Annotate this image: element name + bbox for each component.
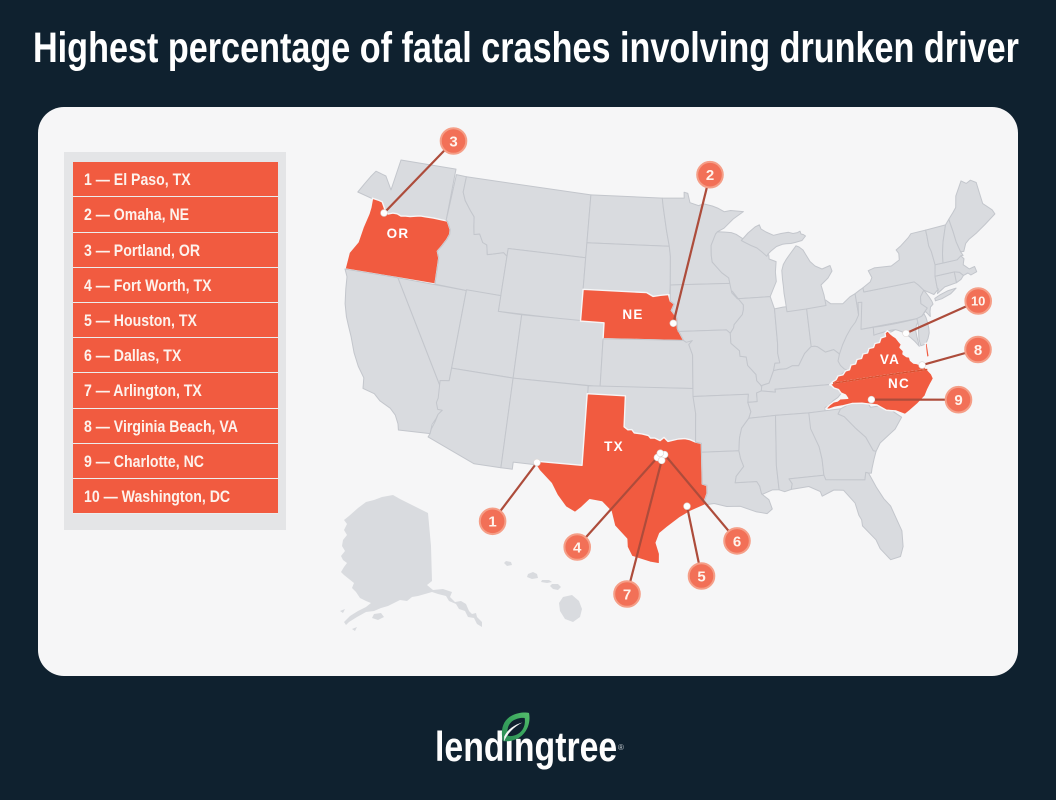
svg-text:7: 7 [623,586,631,603]
svg-text:VA: VA [880,352,900,367]
svg-text:3: 3 [449,133,457,150]
svg-text:OR: OR [387,226,410,241]
svg-text:2: 2 [706,167,714,184]
svg-text:NC: NC [888,376,910,391]
svg-text:4: 4 [573,539,582,556]
svg-text:10: 10 [971,294,985,309]
svg-text:6: 6 [733,533,741,550]
svg-text:8: 8 [974,342,982,359]
svg-text:9: 9 [954,392,962,409]
svg-text:TX: TX [604,439,624,454]
svg-text:5: 5 [697,568,705,585]
svg-text:NE: NE [622,307,643,322]
svg-text:1: 1 [488,514,496,531]
